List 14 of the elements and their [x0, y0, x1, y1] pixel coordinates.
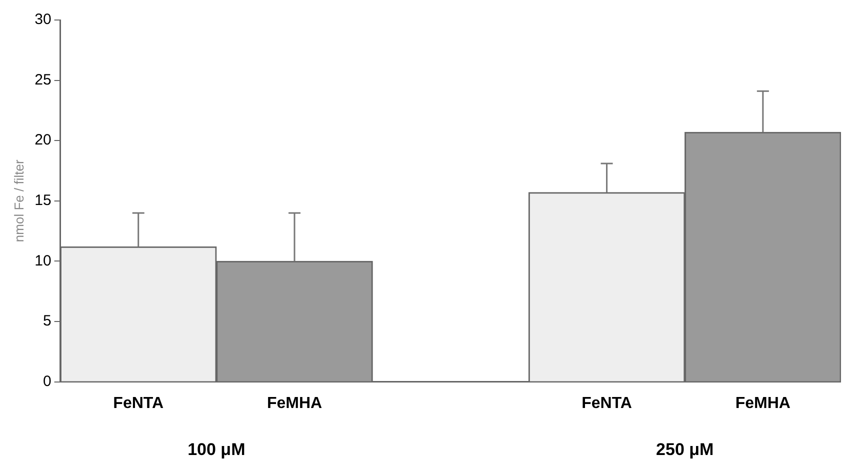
y-tick-label: 5 [42, 312, 52, 330]
y-tick-label: 0 [42, 372, 52, 390]
x-tick-label: FeMHA [266, 394, 322, 412]
y-tick-label: 10 [34, 252, 52, 270]
text: 100 μM [188, 440, 246, 460]
y-tick-label: 20 [34, 132, 52, 149]
y-tick-label: 25 [34, 71, 52, 88]
y-tick-label: 30 [34, 11, 52, 28]
x-tick-label: FeMHA [735, 394, 791, 412]
y-tick-label: 15 [34, 192, 52, 210]
x-tick-label: FeNTA [113, 394, 164, 412]
text: 250 μM [656, 440, 714, 460]
x-tick-label: FeNTA [582, 394, 632, 412]
y-axis-title: nmol Fe / filter [11, 159, 26, 242]
